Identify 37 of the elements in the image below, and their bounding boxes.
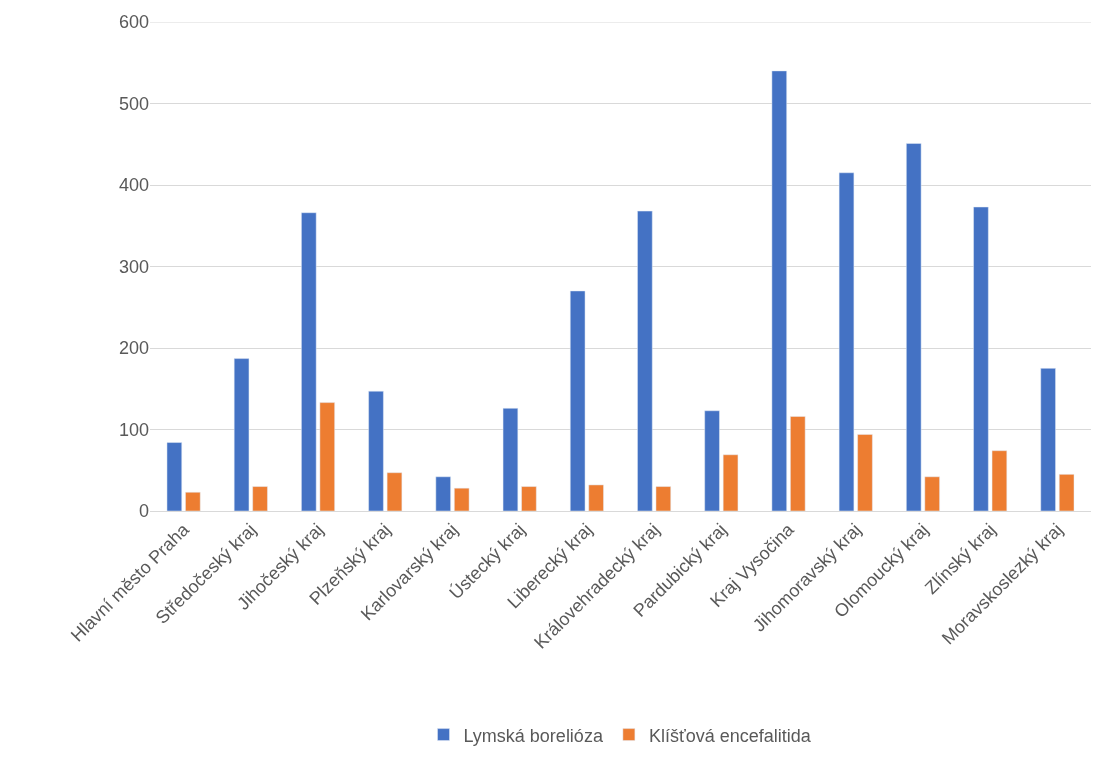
- bar: [1040, 368, 1056, 511]
- y-tick-label: 600: [118, 12, 149, 33]
- legend-label: Lymská borelióza: [463, 725, 604, 746]
- bar: [166, 442, 183, 511]
- y-tick-label: 400: [118, 175, 149, 196]
- bar: [435, 476, 451, 511]
- bar: [906, 143, 922, 511]
- bar: [704, 410, 720, 511]
- y-tick-label: 500: [118, 93, 149, 114]
- y-tick-label: 300: [118, 256, 149, 277]
- bar: [570, 290, 586, 511]
- y-tick-label: 100: [118, 419, 149, 440]
- bar: [722, 454, 739, 511]
- bar: [655, 486, 671, 511]
- bar: [1058, 474, 1075, 511]
- bar: [233, 358, 250, 511]
- bar: [588, 484, 604, 511]
- bar: [386, 472, 403, 511]
- y-tick-label: 200: [118, 338, 149, 359]
- bar: [521, 486, 537, 511]
- bar: [368, 390, 384, 511]
- bar: [301, 212, 317, 511]
- y-tick-label: 0: [138, 501, 149, 522]
- bar: [454, 487, 470, 511]
- bar: [185, 492, 201, 511]
- bar: [637, 210, 653, 511]
- bar: [771, 70, 787, 511]
- bar: [252, 486, 268, 511]
- bar: [973, 206, 989, 511]
- bar: [319, 402, 335, 511]
- bar: [857, 434, 873, 511]
- bar: [924, 476, 940, 511]
- bar: [790, 416, 806, 511]
- bar: [991, 450, 1008, 511]
- bar: [838, 172, 855, 511]
- bar: [502, 408, 519, 511]
- legend-label: Klíšťová encefalitida: [648, 725, 812, 746]
